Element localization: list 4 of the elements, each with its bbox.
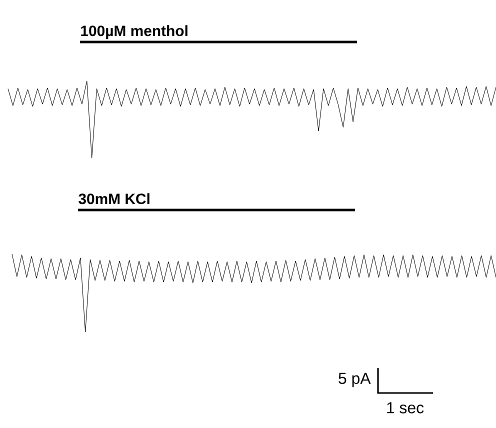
chart-title: 100µM menthol xyxy=(81,25,188,40)
chart-title: 30mM KCl xyxy=(78,193,150,204)
text: 5 pA xyxy=(338,372,371,388)
text: 1 sec xyxy=(387,402,424,414)
